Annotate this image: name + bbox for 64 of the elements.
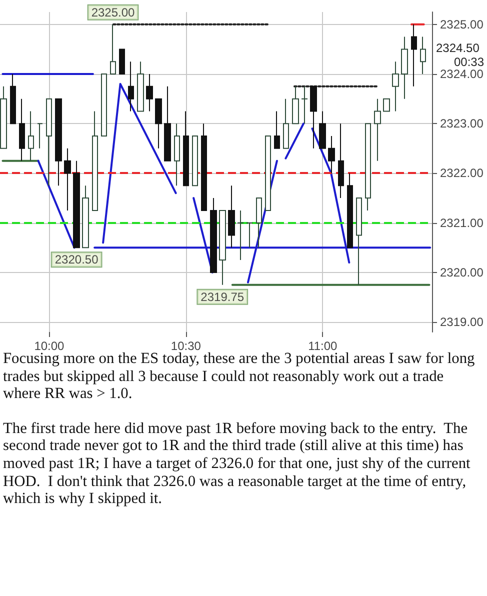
candlestick <box>338 123 344 199</box>
candlestick <box>155 98 162 149</box>
annotation: 2319.75 <box>200 290 244 304</box>
candlestick <box>237 210 244 261</box>
candlestick <box>310 86 317 149</box>
candlestick <box>201 123 207 211</box>
text: Focusing more on the ES today, these are the 3 potential areas I saw for long trades but skipped all 3 because I could not reasonably work out a trade where RR was > 1.0. <box>3 350 476 403</box>
candlestick <box>347 172 353 248</box>
candlestick <box>164 86 171 162</box>
text: 00:33 <box>454 55 484 70</box>
candlestick <box>246 222 253 248</box>
annotation: 2320.50 <box>54 252 99 267</box>
candlestick <box>37 123 43 149</box>
text: The first trade here did move past 1R before moving back to the entry. The second trade never got to 1R and the third trade (still alive at this time) has moved past 1R; I have a target of 2326.0 for that one, just shy of the current HOD. I don't think that 2326.0 was a reasonable target at the time of entry, which is why I skipped it. <box>3 420 472 508</box>
candlestick <box>356 198 362 286</box>
candlestick <box>192 136 198 186</box>
candlestick <box>128 61 134 112</box>
y-tick-label: 2319.00 <box>440 315 484 330</box>
candlestick <box>46 98 52 186</box>
candlestick <box>19 98 25 162</box>
y-tick-label: 2324.00 <box>440 67 484 82</box>
candlestick <box>210 198 217 273</box>
candlestick <box>73 160 80 248</box>
text: 2324.50 <box>436 41 480 56</box>
candlestick <box>274 110 280 149</box>
candlestick <box>228 185 235 248</box>
candlestick <box>383 98 390 112</box>
candlestick <box>119 48 125 75</box>
y-tick-label: 2321.00 <box>440 216 484 230</box>
candlestick <box>137 61 144 112</box>
candlestick <box>374 98 381 162</box>
candlestick <box>0 86 7 149</box>
candlestick <box>110 24 116 75</box>
candlestick <box>219 210 226 286</box>
candlestick <box>292 86 299 124</box>
candlestick <box>82 185 89 248</box>
x-tick-label: 10:00 <box>34 339 65 353</box>
candlestick <box>401 36 408 100</box>
candlestick <box>328 136 335 174</box>
annotation: 2325.00 <box>91 5 136 20</box>
candlestick <box>265 136 271 211</box>
y-tick-label: 2325.00 <box>440 17 484 32</box>
candlestick <box>92 110 98 211</box>
candlestick <box>28 110 34 162</box>
candlestick <box>64 148 71 211</box>
candlestick <box>101 74 107 137</box>
candlestick <box>301 86 308 124</box>
candlestick <box>283 98 289 149</box>
candlestick <box>146 74 153 112</box>
candlestick <box>420 36 426 75</box>
y-tick-label: 2323.00 <box>440 116 484 131</box>
candlestick <box>183 110 189 186</box>
x-tick-label: 10:30 <box>170 339 202 353</box>
candlestick <box>10 74 16 124</box>
candlestick <box>55 98 62 186</box>
candlestick <box>256 198 262 248</box>
y-tick-label: 2322.00 <box>440 166 484 180</box>
candlestick <box>411 24 417 87</box>
x-tick-label: 11:00 <box>308 339 338 353</box>
candlestick <box>174 123 180 186</box>
candlestick <box>365 123 371 211</box>
candlestick <box>392 61 399 112</box>
y-tick-label: 2320.00 <box>440 265 484 280</box>
candlestick <box>319 110 326 149</box>
